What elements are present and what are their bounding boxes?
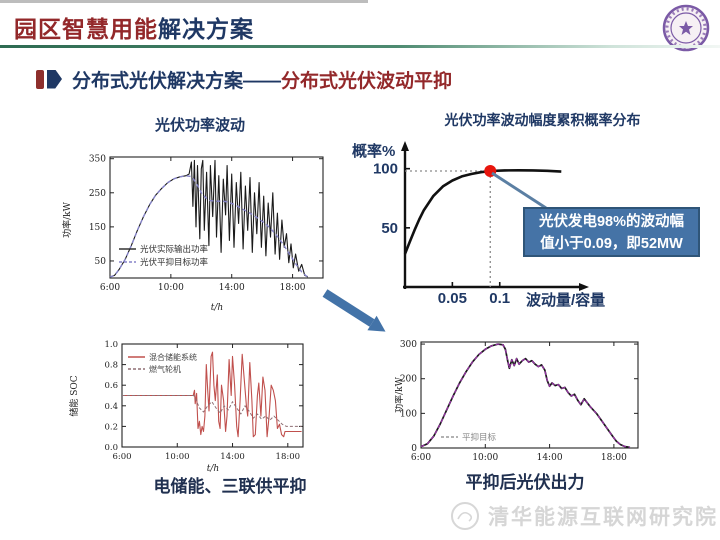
- svg-text:50: 50: [95, 257, 107, 267]
- svg-text:1.0: 1.0: [104, 340, 118, 350]
- soc-chart: 6:00 10:00 14:00 18:00 0.0 0.2 0.4 0.6 0.8 1.0 混合储…: [68, 340, 304, 474]
- svg-text:6:00: 6:00: [100, 283, 120, 293]
- svg-text:光伏实际输出功率: 光伏实际输出功率: [140, 244, 209, 255]
- svg-text:0.2: 0.2: [104, 422, 118, 432]
- svg-text:功率/kW: 功率/kW: [395, 376, 405, 412]
- svg-text:18:00: 18:00: [280, 283, 306, 293]
- caption-storage-smoothing: 电储能、三联供平抑: [153, 477, 307, 496]
- svg-text:0.0: 0.0: [104, 443, 118, 453]
- callout-pointer-line: [491, 171, 547, 210]
- section-heading-red: 分布式光伏波动平抑: [281, 70, 453, 92]
- callout-box: 光伏发电98%的波动幅 值小于0.09，即52MW: [523, 207, 700, 257]
- header-divider: [0, 45, 720, 48]
- flow-arrow-icon: [322, 289, 386, 332]
- svg-text:功率/kW: 功率/kW: [61, 201, 73, 237]
- svg-text:350: 350: [89, 155, 106, 165]
- watermark-text: 清华能源互联网研究院: [488, 506, 718, 529]
- chart-title-pv-fluctuation: 光伏功率波动: [154, 117, 245, 134]
- svg-text:18:00: 18:00: [276, 452, 301, 462]
- svg-text:0.6: 0.6: [104, 381, 118, 391]
- svg-text:t/h: t/h: [211, 303, 223, 313]
- svg-text:10:00: 10:00: [165, 452, 190, 462]
- svg-text:0: 0: [411, 444, 417, 454]
- svg-text:t/h: t/h: [207, 464, 219, 474]
- svg-text:10:00: 10:00: [158, 283, 184, 293]
- svg-text:光伏平抑目标功率: 光伏平抑目标功率: [140, 257, 209, 268]
- svg-text:300: 300: [400, 340, 417, 350]
- svg-text:14:00: 14:00: [219, 283, 245, 293]
- svg-text:0.05: 0.05: [438, 290, 467, 307]
- svg-text:0.8: 0.8: [104, 361, 118, 371]
- bullet-bar-icon: [36, 69, 44, 89]
- svg-text:0.4: 0.4: [104, 402, 118, 412]
- svg-text:50: 50: [381, 220, 398, 237]
- svg-text:14:00: 14:00: [220, 452, 245, 462]
- smoothed-output-chart: 6:00 10:00 14:00 18:00 0 100 200 300 平抑目标 功率/kW: [395, 340, 639, 463]
- section-heading-blue: 分布式光伏解决方案——: [72, 70, 282, 92]
- page-title: 园区智慧用能解决方案: [14, 10, 254, 44]
- svg-text:250: 250: [89, 189, 106, 199]
- pv-fluctuation-chart: 6:00 10:00 14:00 18:00 50 150 250 350 光伏实际输出功率光伏…: [61, 155, 324, 313]
- tsinghua-logo-icon: [662, 4, 710, 52]
- section-heading: 分布式光伏解决方案——分布式光伏波动平抑: [36, 66, 452, 92]
- svg-text:燃气轮机: 燃气轮机: [149, 364, 181, 374]
- svg-text:平抑目标: 平抑目标: [462, 432, 497, 443]
- callout-line1: 光伏发电98%的波动幅: [538, 214, 685, 230]
- svg-text:6:00: 6:00: [411, 453, 431, 463]
- svg-text:10:00: 10:00: [472, 453, 498, 463]
- bullet-arrow-icon: [47, 69, 62, 89]
- chart-title-cdf: 光伏功率波动幅度累积概率分布: [444, 112, 641, 128]
- svg-text:混合储能系统: 混合储能系统: [149, 352, 197, 362]
- page-title-part2: 解决方案: [158, 16, 254, 42]
- watermark: 清华能源互联网研究院: [450, 501, 718, 531]
- svg-text:0.1: 0.1: [489, 290, 510, 307]
- svg-text:概率%: 概率%: [352, 142, 395, 160]
- top-border-strip: [0, 0, 368, 3]
- callout-line2: 值小于0.09，即52MW: [540, 236, 683, 252]
- svg-text:波动量/容量: 波动量/容量: [526, 291, 605, 309]
- svg-text:100: 100: [373, 161, 398, 178]
- page-title-part1: 园区智慧用能: [14, 16, 158, 42]
- svg-text:18:00: 18:00: [601, 453, 627, 463]
- caption-smoothed-output: 平抑后光伏出力: [465, 473, 585, 492]
- svg-text:6:00: 6:00: [112, 452, 131, 462]
- svg-text:储能 SOC: 储能 SOC: [68, 375, 80, 416]
- svg-text:200: 200: [400, 375, 417, 385]
- institute-logo-icon: [451, 502, 479, 530]
- svg-text:14:00: 14:00: [537, 453, 563, 463]
- svg-text:100: 100: [400, 409, 417, 419]
- svg-text:150: 150: [89, 223, 106, 233]
